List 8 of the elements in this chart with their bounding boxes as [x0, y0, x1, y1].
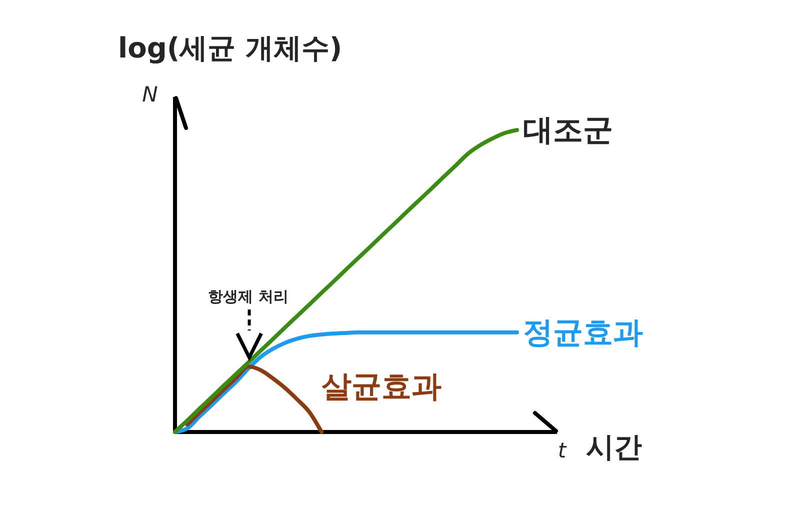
series-label: 정균효과: [523, 316, 643, 351]
text: N: [142, 82, 158, 107]
text: t: [558, 438, 567, 463]
series-label: 살균효과: [322, 370, 442, 405]
series-label: 대조군: [523, 113, 613, 148]
annotation: 항생제 처리: [208, 288, 288, 306]
y-axis-title: log(세균 개체수): [118, 32, 342, 65]
x-axis-title: 시간: [586, 430, 642, 464]
